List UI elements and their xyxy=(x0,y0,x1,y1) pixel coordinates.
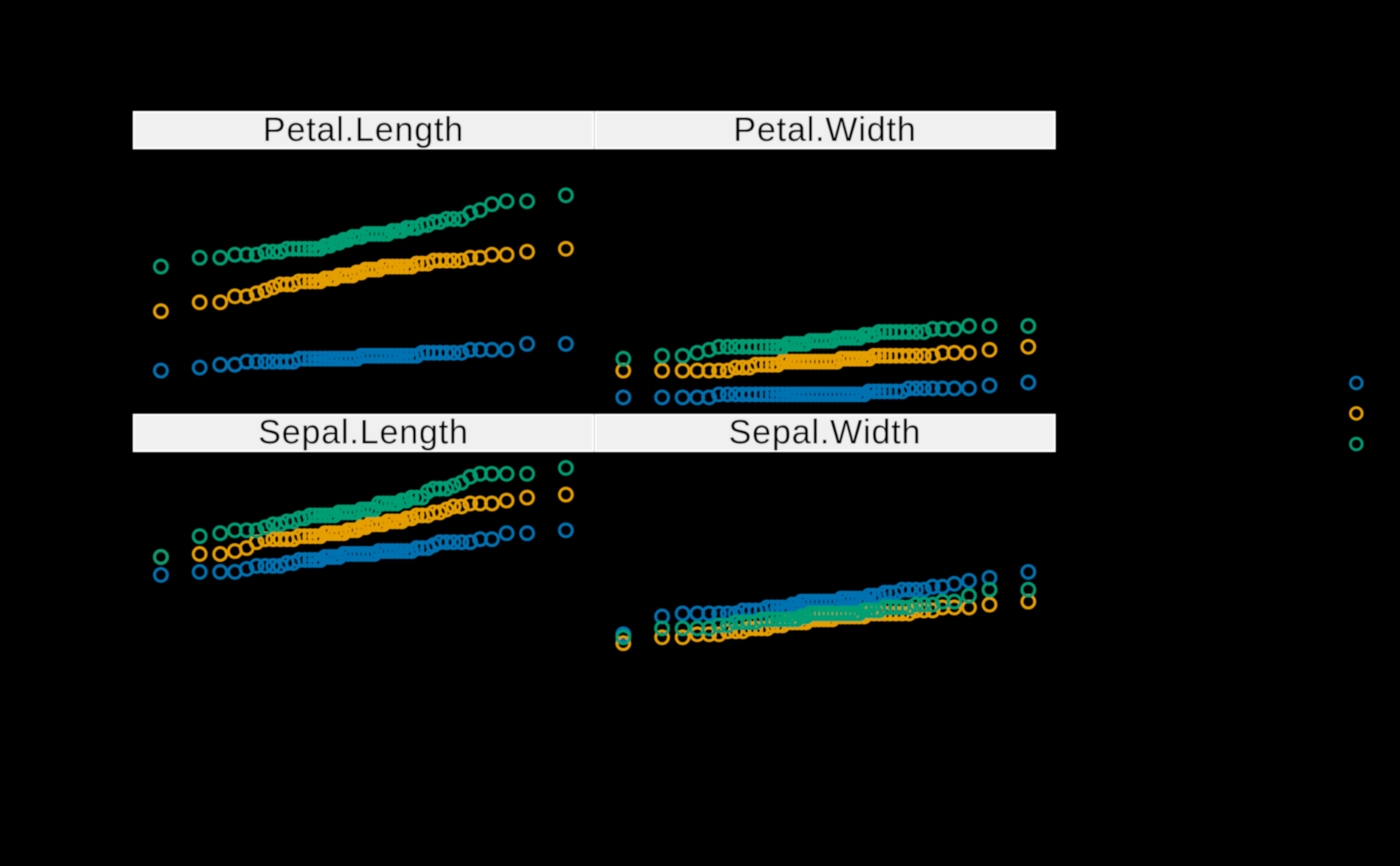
svg-text:Petal.Width: Petal.Width xyxy=(733,111,916,149)
svg-text:Petal.Length: Petal.Length xyxy=(263,111,464,149)
svg-text:Sepal.Length: Sepal.Length xyxy=(258,414,469,452)
svg-text:Sepal.Width: Sepal.Width xyxy=(729,414,922,452)
